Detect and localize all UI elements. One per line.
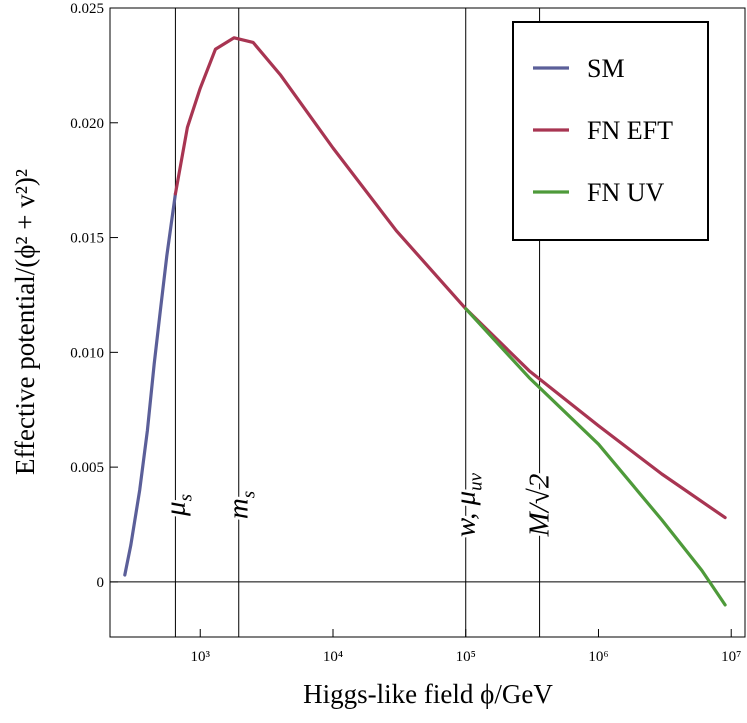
- x-tick-label: 10³: [190, 649, 210, 665]
- annotation-text: m: [223, 498, 255, 519]
- x-tick-label: 10⁵: [456, 649, 476, 665]
- legend-label: FN EFT: [587, 116, 673, 145]
- annotation-text: M/√2: [524, 474, 556, 538]
- annotation-sub: uv: [466, 472, 487, 491]
- annotation-sub: s: [175, 494, 196, 501]
- annotation-text: μ: [159, 501, 191, 517]
- x-tick-label: 10⁶: [588, 649, 608, 665]
- y-tick-label: 0: [97, 575, 105, 591]
- y-tick-label: 0.015: [70, 231, 104, 247]
- annotation-label: μs: [159, 494, 196, 517]
- y-tick-label: 0.005: [70, 460, 104, 476]
- annotation-text: w, μ: [450, 491, 482, 537]
- annotation-sub: s: [239, 491, 260, 498]
- series-line: [173, 36, 727, 520]
- plot-frame: [109, 7, 746, 638]
- series-line: [464, 307, 727, 607]
- annotation-label: ms: [223, 491, 260, 519]
- annotation-label: M/√2: [524, 474, 556, 538]
- x-axis-label: Higgs-like field ϕ/GeV: [303, 679, 553, 709]
- y-tick-label: 0.020: [70, 116, 104, 132]
- y-axis-label: Effective potential/(ϕ² + v²)²: [10, 169, 40, 475]
- annotation-label: w, μuv: [450, 472, 487, 537]
- legend-label: FN UV: [587, 178, 665, 207]
- series-line: [123, 192, 177, 577]
- x-tick-label: 10⁷: [721, 649, 741, 665]
- x-tick-label: 10⁴: [323, 649, 343, 665]
- y-tick-label: 0.010: [70, 345, 104, 361]
- legend-label: SM: [587, 54, 625, 83]
- y-tick-label: 0.025: [70, 1, 104, 17]
